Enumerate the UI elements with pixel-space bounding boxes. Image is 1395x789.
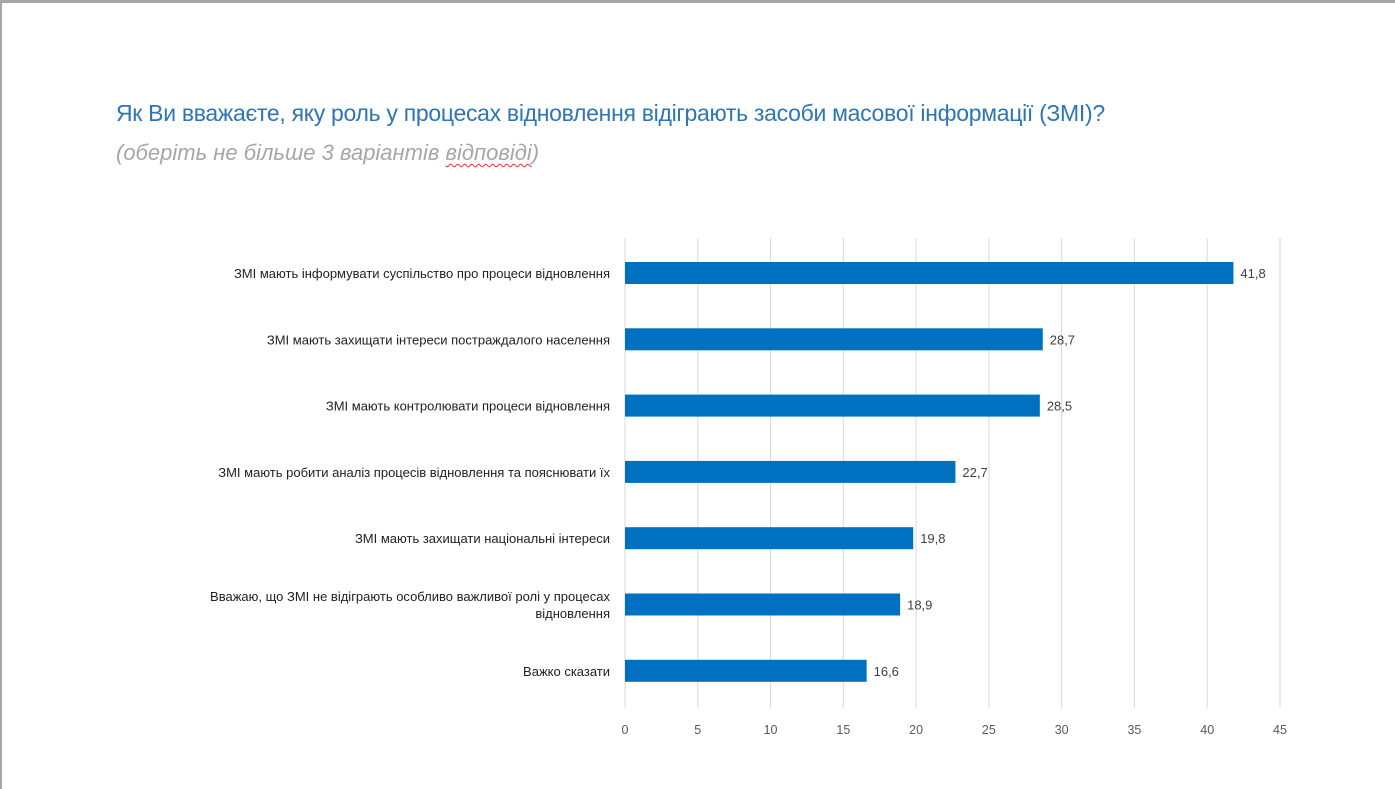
- x-tick-label: 40: [1200, 723, 1214, 737]
- bar: [625, 460, 956, 483]
- x-tick-label: 30: [1055, 723, 1069, 737]
- value-label: 22,7: [962, 465, 987, 480]
- category-label: ЗМІ мають інформувати суспільство про пр…: [234, 266, 610, 281]
- subtitle-text-start: (оберіть не більше 3 варіантів: [116, 140, 446, 165]
- value-label: 16,6: [874, 664, 899, 679]
- x-tick-label: 35: [1127, 723, 1141, 737]
- x-tick-label: 10: [764, 723, 778, 737]
- value-labels: 41,8 28,7 28,5 22,7 19,8 18,9 16,6: [874, 266, 1266, 679]
- bar: [625, 262, 1234, 284]
- chart-subtitle: (оберіть не більше 3 варіантів відповіді…: [116, 140, 539, 166]
- bar: [625, 527, 914, 550]
- category-labels: ЗМІ мають інформувати суспільство про пр…: [210, 266, 610, 679]
- category-label: Вважаю, що ЗМІ не відіграють особливо ва…: [210, 589, 610, 604]
- bar: [625, 659, 867, 682]
- bar: [625, 328, 1043, 351]
- x-tick-labels: 0 5 10 15 20 25 30 35 40 45: [622, 723, 1287, 737]
- x-tick-label: 25: [982, 723, 996, 737]
- bar: [625, 593, 901, 616]
- bars: [625, 262, 1234, 682]
- category-label: ЗМІ мають захищати національні інтереси: [355, 531, 610, 546]
- category-label: ЗМІ мають контролювати процеси відновлен…: [326, 399, 610, 414]
- value-label: 28,7: [1050, 332, 1075, 347]
- value-label: 41,8: [1240, 266, 1265, 281]
- subtitle-spellcheck-word: відповіді: [445, 140, 532, 165]
- x-tick-label: 0: [622, 723, 629, 737]
- value-label: 19,8: [920, 531, 945, 546]
- value-label: 18,9: [907, 598, 932, 613]
- x-tick-label: 45: [1273, 723, 1287, 737]
- x-tick-label: 20: [909, 723, 923, 737]
- value-label: 28,5: [1047, 399, 1072, 414]
- chart-title: Як Ви вважаєте, яку роль у процесах відн…: [116, 100, 1105, 126]
- category-label: ЗМІ мають робити аналіз процесів відновл…: [218, 465, 610, 480]
- x-tick-label: 5: [694, 723, 701, 737]
- subtitle-text-end: ): [531, 140, 540, 165]
- category-label: Важко сказати: [523, 664, 610, 679]
- category-label: ЗМІ мають захищати інтереси постраждалог…: [267, 332, 610, 347]
- x-tick-label: 15: [836, 723, 850, 737]
- bar: [625, 394, 1040, 417]
- category-label: відновлення: [535, 606, 610, 621]
